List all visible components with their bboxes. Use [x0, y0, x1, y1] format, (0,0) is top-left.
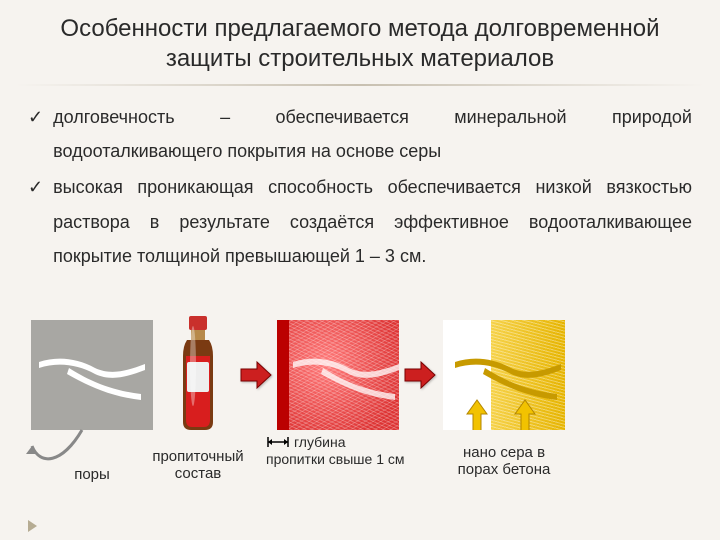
pores-image	[31, 320, 153, 430]
red-arrow-icon	[238, 320, 274, 430]
panel-nano: нано сера в порах бетона	[438, 320, 570, 479]
depth-text: глубина пропитки свыше 1 см	[266, 434, 416, 468]
crack-icon	[291, 354, 399, 402]
up-arrows-icon	[443, 384, 565, 430]
process-diagram: поры пропиточный состав	[26, 320, 694, 483]
depth-line2: пропитки свыше 1 см	[266, 451, 416, 468]
panel-impregnated: глубина пропитки свыше 1 см	[274, 320, 402, 436]
impregnated-image	[277, 320, 399, 430]
depth-word: глубина	[294, 434, 345, 451]
panel-bottle: пропиточный состав	[158, 320, 238, 483]
check-icon: ✓	[28, 100, 43, 168]
nano-label: нано сера в порах бетона	[444, 444, 564, 479]
title-divider	[16, 84, 704, 86]
red-arrow-icon	[402, 320, 438, 430]
bullet-item: ✓ высокая проникающая способность обеспе…	[28, 170, 692, 273]
check-icon: ✓	[28, 170, 43, 273]
bullet-text: долговечность – обеспечивается минеральн…	[53, 100, 692, 168]
panel-pores: поры	[26, 320, 158, 483]
nano-image	[443, 320, 565, 430]
crack-icon	[37, 354, 147, 402]
bullet-list: ✓ долговечность – обеспечивается минерал…	[0, 100, 720, 273]
dimension-icon	[266, 436, 290, 448]
footer-marker-icon	[28, 520, 37, 532]
bottle-image	[173, 316, 223, 432]
bullet-item: ✓ долговечность – обеспечивается минерал…	[28, 100, 692, 168]
bullet-text: высокая проникающая способность обеспечи…	[53, 170, 692, 273]
page-title: Особенности предлагаемого метода долговр…	[0, 0, 720, 82]
curved-arrow-icon	[22, 424, 102, 474]
